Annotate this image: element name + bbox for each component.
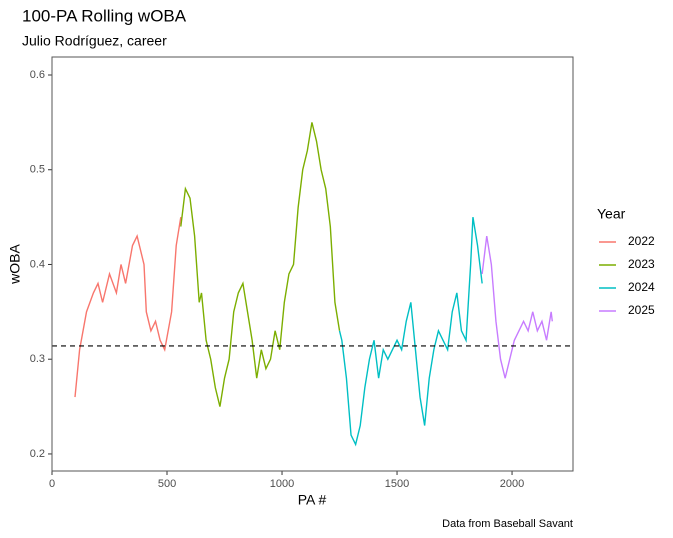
y-axis-label: wOBA (7, 244, 23, 285)
y-tick-label: 0.3 (30, 353, 45, 365)
legend-label: 2025 (628, 303, 655, 317)
legend-label: 2023 (628, 257, 655, 271)
chart-title: 100-PA Rolling wOBA (22, 6, 187, 25)
legend-title: Year (597, 206, 626, 222)
x-tick-label: 2000 (500, 478, 524, 490)
y-tick-label: 0.4 (30, 258, 45, 270)
x-axis-label: PA # (298, 492, 327, 508)
series-line (338, 216, 483, 447)
caption: Data from Baseball Savant (442, 518, 573, 530)
x-tick-label: 1500 (385, 478, 409, 490)
plot-border (51, 56, 574, 472)
series-line (74, 216, 182, 398)
legend-label: 2024 (628, 280, 655, 294)
x-tick-label: 1000 (270, 478, 294, 490)
x-tick-label: 500 (158, 478, 176, 490)
legend-label: 2022 (628, 234, 655, 248)
x-tick-label: 0 (49, 478, 55, 490)
y-tick-label: 0.6 (30, 69, 45, 81)
chart-subtitle: Julio Rodríguez, career (22, 33, 167, 49)
series-line (180, 122, 341, 407)
y-tick-label: 0.2 (30, 448, 45, 460)
series-line (481, 235, 553, 379)
y-tick-label: 0.5 (30, 164, 45, 176)
